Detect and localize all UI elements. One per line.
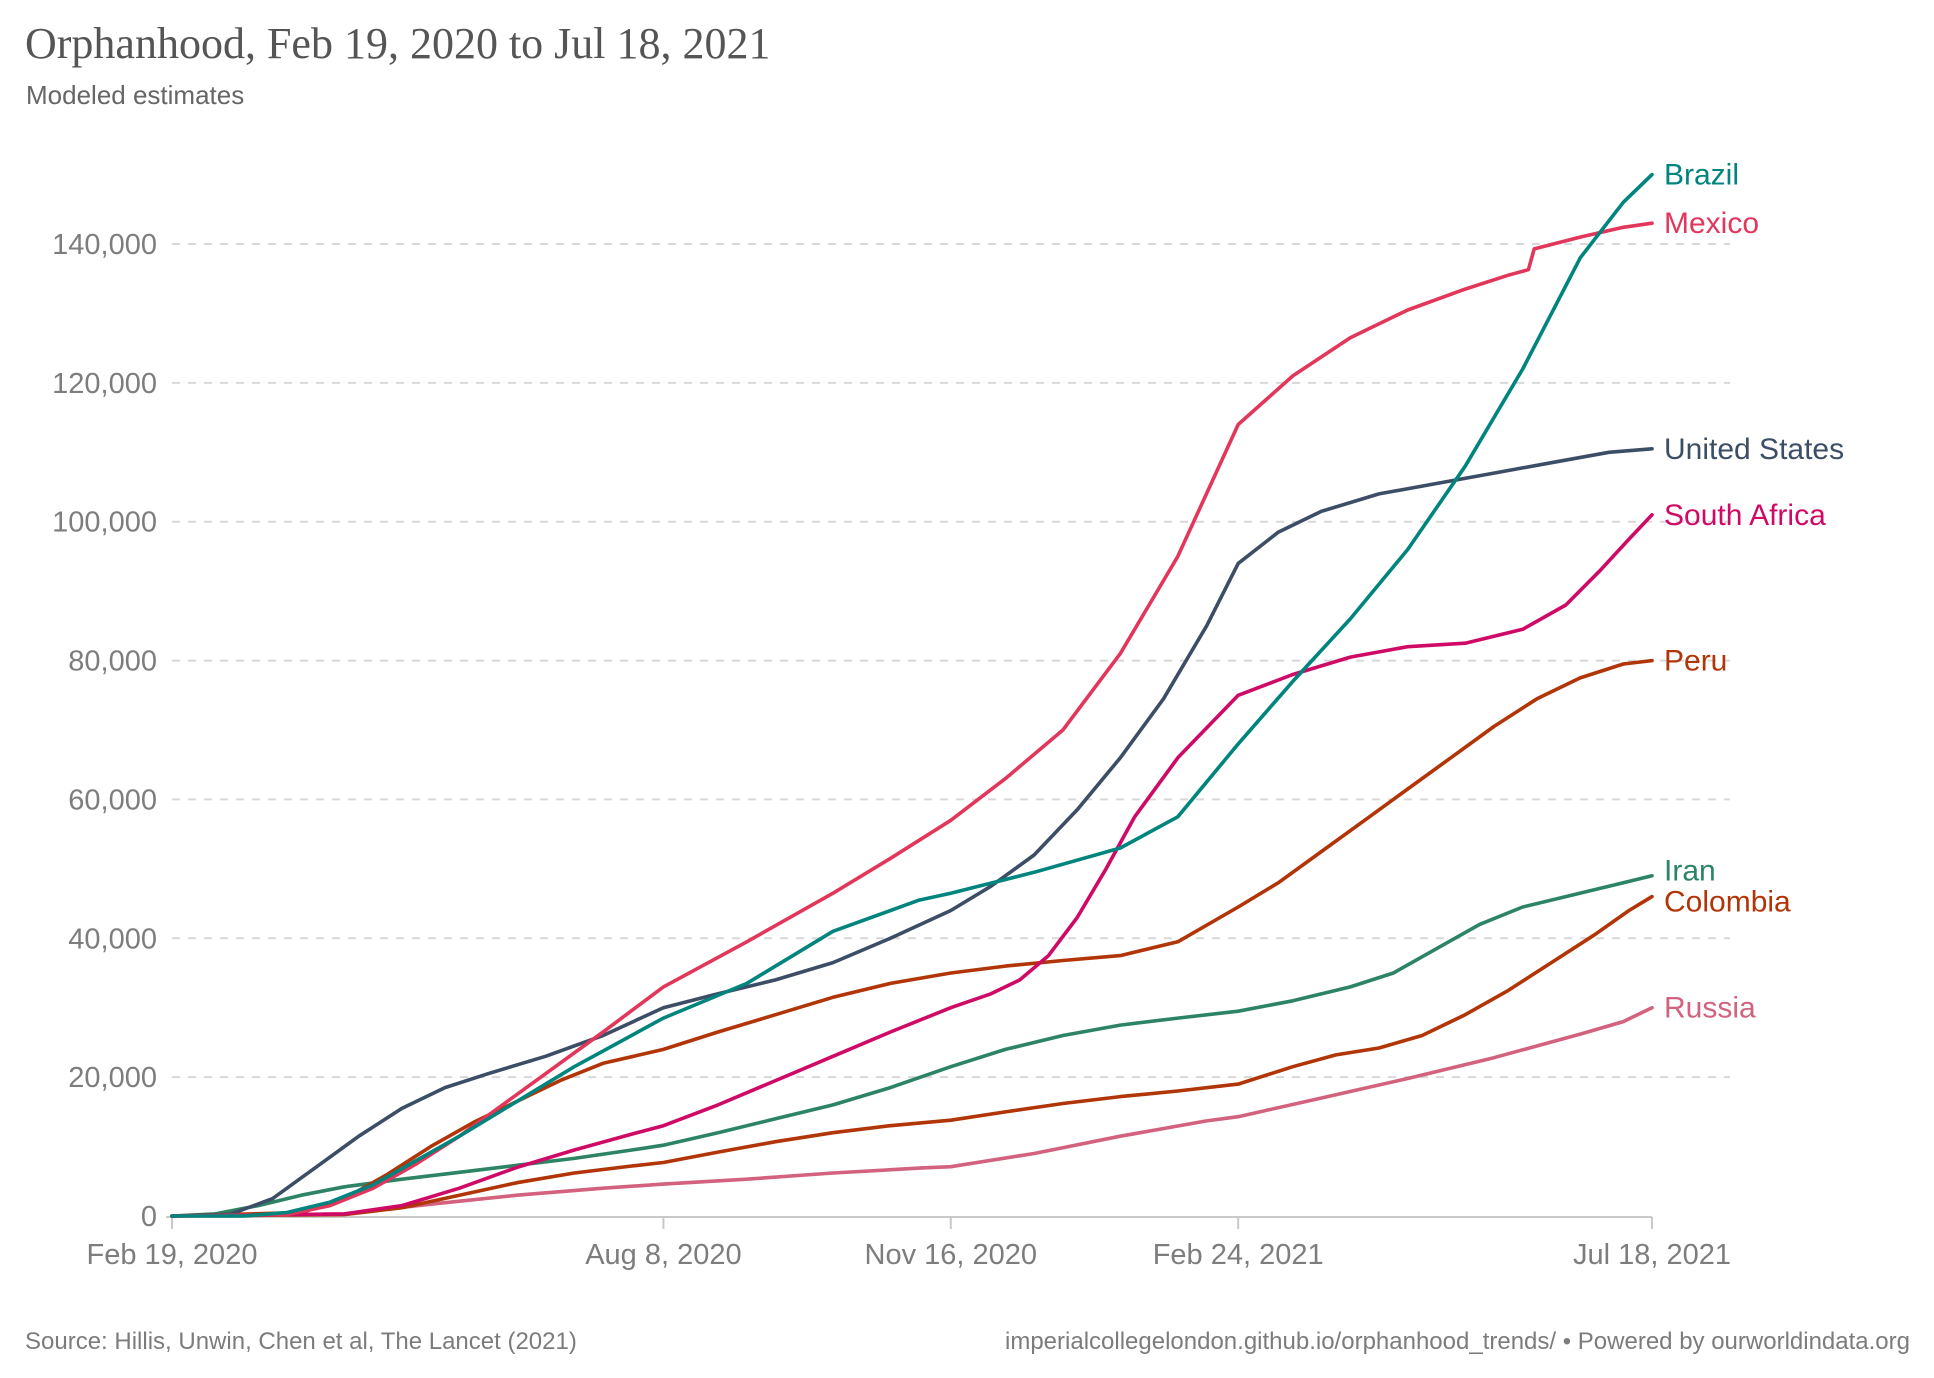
gridlines — [172, 243, 1730, 1079]
series-label-peru[interactable]: Peru — [1664, 645, 1727, 678]
series-label-south-africa[interactable]: South Africa — [1664, 499, 1826, 532]
y-tick-label-60000: 60,000 — [68, 784, 157, 816]
chart-footer: Source: Hillis, Unwin, Chen et al, The L… — [0, 1328, 1934, 1356]
y-tick-label-40000: 40,000 — [68, 923, 157, 955]
x-tick-label-jul-18-2021: Jul 18, 2021 — [1573, 1239, 1731, 1271]
series-end-labels: Brazil Mexico United States South Africa Per… — [1664, 159, 1844, 1025]
series-label-iran[interactable]: Iran — [1664, 855, 1716, 888]
x-tick-label-feb-24-2021: Feb 24, 2021 — [1153, 1239, 1324, 1271]
x-tick-label-nov-16-2020: Nov 16, 2020 — [865, 1239, 1038, 1271]
series-label-united-states[interactable]: United States — [1664, 433, 1844, 466]
x-tick-label-feb-19-2020: Feb 19, 2020 — [87, 1239, 258, 1271]
series-line-russia[interactable] — [170, 1005, 1654, 1218]
attribution-note: imperialcollegelondon.github.io/orphanho… — [1005, 1328, 1910, 1355]
x-axis: Feb 19, 2020 Aug 8, 2020 Nov 16, 2020 Feb 2… — [87, 1216, 1731, 1271]
series-line-united-states[interactable] — [170, 446, 1654, 1218]
series-label-russia[interactable]: Russia — [1664, 992, 1756, 1025]
y-axis-tick-labels: 0 20,000 40,000 60,000 80,000 100,000 120,000 1… — [52, 229, 157, 1233]
series-line-colombia[interactable] — [170, 894, 1654, 1218]
y-tick-label-120000: 120,000 — [52, 368, 157, 400]
series-label-colombia[interactable]: Colombia — [1664, 886, 1791, 919]
y-tick-label-20000: 20,000 — [68, 1062, 157, 1094]
series-label-brazil[interactable]: Brazil — [1664, 159, 1739, 192]
y-tick-label-0: 0 — [141, 1201, 157, 1233]
series-line-south-africa[interactable] — [170, 512, 1654, 1218]
series-line-iran[interactable] — [170, 873, 1654, 1218]
series-label-mexico[interactable]: Mexico — [1664, 207, 1759, 240]
series-line-brazil[interactable] — [170, 172, 1654, 1218]
x-tick-label-aug-8-2020: Aug 8, 2020 — [585, 1239, 741, 1271]
series-line-mexico[interactable] — [170, 221, 1654, 1218]
series-line-peru[interactable] — [170, 658, 1654, 1218]
source-note: Source: Hillis, Unwin, Chen et al, The L… — [25, 1328, 577, 1355]
chart-title: Orphanhood, Feb 19, 2020 to Jul 18, 2021 — [25, 19, 771, 68]
y-tick-label-100000: 100,000 — [52, 507, 157, 539]
chart-subtitle: Modeled estimates — [26, 80, 245, 110]
y-tick-label-140000: 140,000 — [52, 229, 157, 261]
series-lines — [170, 172, 1654, 1218]
y-tick-label-80000: 80,000 — [68, 646, 157, 678]
